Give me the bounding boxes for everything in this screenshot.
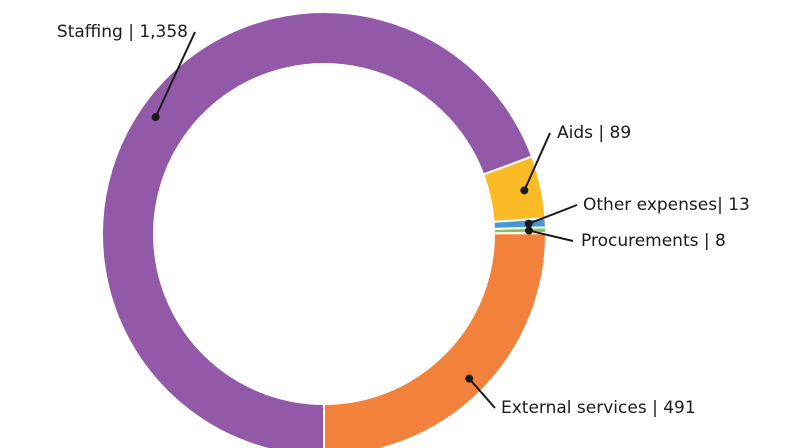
leader-dot xyxy=(524,226,533,235)
leader-dot xyxy=(524,219,533,228)
slice xyxy=(323,232,547,448)
leader-line xyxy=(528,229,574,242)
leader-line xyxy=(154,31,196,118)
slice-label: External services | 491 xyxy=(501,398,696,418)
slice-label: Procurements | 8 xyxy=(581,231,726,251)
slice-label: Staffing | 1,358 xyxy=(57,22,188,42)
leader-dot xyxy=(465,374,474,383)
leader-dot xyxy=(520,186,529,195)
leader-dot xyxy=(151,113,160,122)
slice-label: Aids | 89 xyxy=(557,123,631,143)
leader-line xyxy=(468,378,496,409)
slice-label: Other expenses| 13 xyxy=(583,195,750,215)
slice xyxy=(101,11,534,448)
leader-line xyxy=(528,204,578,225)
leader-line xyxy=(523,132,551,191)
